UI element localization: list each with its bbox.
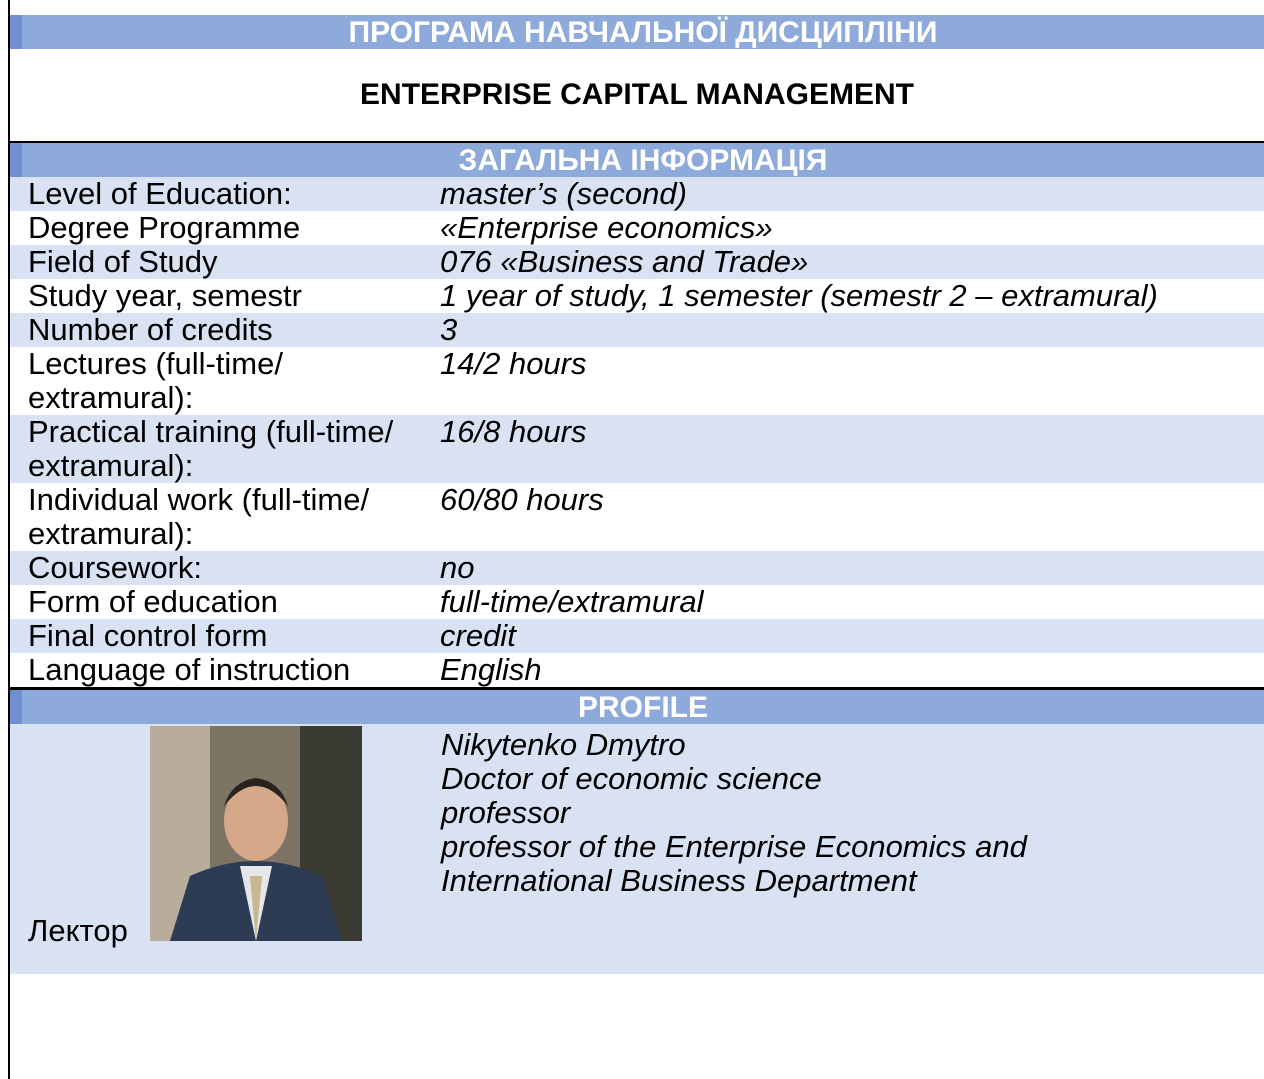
row-value: 076 «Business and Trade» [440,244,809,279]
row-label: Individual work (full-time/ extramural): [28,482,370,551]
row-label: Practical training (full-time/ extramura… [28,414,394,483]
row-label: Study year, semestr [28,278,302,313]
row-value: full-time/extramural [440,584,704,619]
page: ПРОГРАМА НАВЧАЛЬНОЇ ДИСЦИПЛІНИ ENTERPRIS… [8,0,1264,1079]
photo [150,726,362,941]
info-row: Lectures (full-time/ extramural): 14/2 ho… [10,347,1264,415]
row-value: credit [440,618,516,653]
info-row: Degree Programme «Enterprise economics» [10,211,1264,245]
info-row: Study year, semestr 1 year of study, 1 se… [10,279,1264,313]
info-row: Field of Study 076 «Business and Trade» [10,245,1264,279]
section-title: ЗАГАЛЬНА ІНФОРМАЦІЯ [10,143,1264,177]
row-label: Number of credits [28,312,273,347]
info-row: Coursework: no [10,551,1264,585]
info-row: Form of education full-time/extramural [10,585,1264,619]
info-table: Level of Education: master’s (second) Degr… [10,177,1264,687]
row-label: Language of instruction [28,652,351,687]
profile-line: Doctor of economic science [441,761,822,796]
profile-line: professor [441,795,571,830]
info-row: Number of credits 3 [10,313,1264,347]
row-label: Form of education [28,584,278,619]
row-label: Final control form [28,618,268,653]
info-row: Final control form credit [10,619,1264,653]
row-label: Field of Study [28,244,218,279]
profile-lines: Nikytenko Dmytro Doctor of economic scien… [441,728,1201,898]
section-title: PROFILE [10,690,1264,724]
info-row: Language of instruction English [10,653,1264,687]
course-title: ENTERPRISE CAPITAL MANAGEMENT [10,49,1264,143]
row-value: 60/80 hours [440,482,604,517]
profile-line: Nikytenko Dmytro [441,727,686,762]
row-value: master’s (second) [440,176,687,211]
info-row: Practical training (full-time/ extramura… [10,415,1264,483]
row-value: English [440,652,542,687]
row-label: Degree Programme [28,210,301,245]
row-value: «Enterprise economics» [440,210,773,245]
row-value: no [440,550,475,585]
row-label: Coursework: [28,550,202,585]
info-row: Individual work (full-time/ extramural):… [10,483,1264,551]
row-label: Lectures (full-time/ extramural): [28,346,283,415]
profile: Лектор Nikytenko Dmytro Doctor of economi… [10,724,1264,974]
role-label: Лектор [28,913,128,948]
row-value: 16/8 hours [440,414,587,449]
info-row: Level of Education: master’s (second) [10,177,1264,211]
row-value: 14/2 hours [440,346,587,381]
row-label: Level of Education: [28,176,292,211]
row-value: 1 year of study, 1 semester (semestr 2 –… [440,278,1158,313]
header-title: ПРОГРАМА НАВЧАЛЬНОЇ ДИСЦИПЛІНИ [10,15,1264,49]
row-value: 3 [440,312,458,347]
profile-line: professor of the Enterprise Economics an… [441,829,1027,898]
